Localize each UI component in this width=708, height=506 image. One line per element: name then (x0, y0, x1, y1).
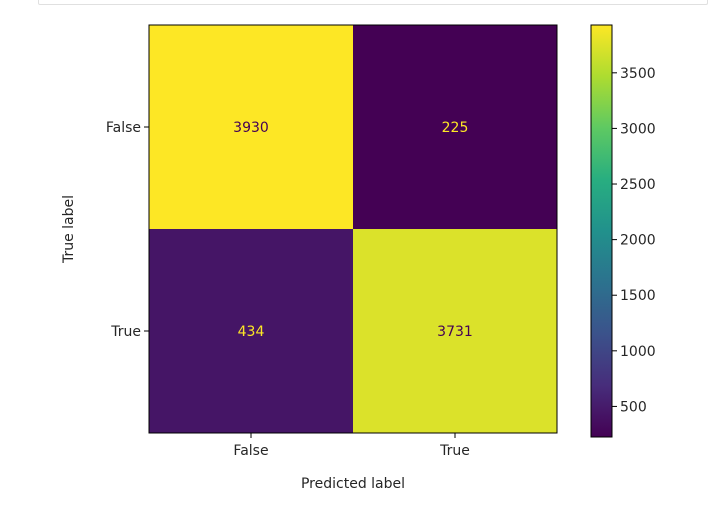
cell-value: 3930 (233, 120, 269, 136)
y-axis-label: True label (61, 195, 77, 264)
colorbar-tick-label: 2000 (620, 233, 656, 249)
matrix-cell (353, 229, 557, 433)
plot-frame (148, 24, 558, 434)
colorbar-tick-label: 1000 (620, 344, 656, 360)
y-tick-label: False (106, 120, 141, 136)
colorbar-tick-label: 500 (620, 399, 647, 415)
x-axis-label: Predicted label (301, 476, 405, 492)
colorbar (591, 25, 612, 437)
matrix-cell (149, 25, 353, 229)
cell-value: 434 (238, 324, 265, 340)
matrix-cell (149, 229, 353, 433)
colorbar-tick-label: 3000 (620, 121, 656, 137)
colorbar-tick-label: 3500 (620, 66, 656, 82)
colorbar-tick-label: 2500 (620, 177, 656, 193)
x-tick-label: True (439, 443, 470, 459)
matrix-cell (353, 25, 557, 229)
x-tick-label: False (233, 443, 268, 459)
cell-value: 225 (442, 120, 469, 136)
colorbar-tick-label: 1500 (620, 288, 656, 304)
cell-value: 3731 (437, 324, 473, 340)
y-tick-label: True (110, 324, 141, 340)
colorbar-frame (590, 24, 613, 438)
